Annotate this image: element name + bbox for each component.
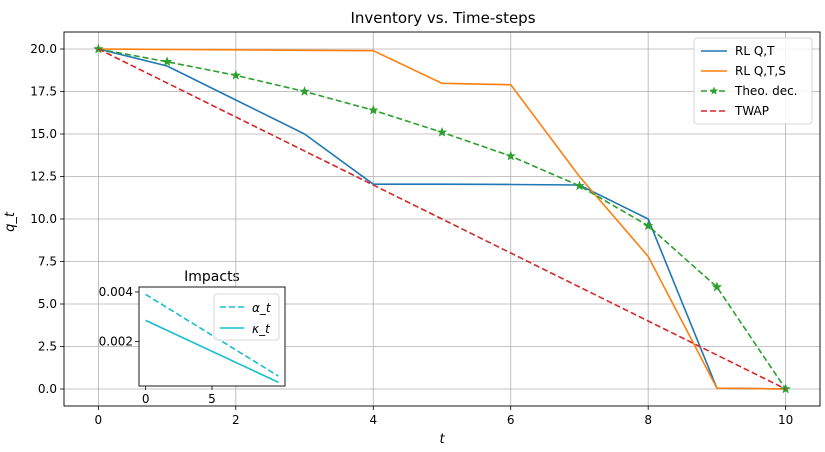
series-point [574,180,585,191]
y-tick-label: 5.0 [38,297,57,311]
series-point [436,126,448,137]
x-tick-label: 4 [369,413,377,427]
main-ticks: 0 2 4 6 8 10 0.0 2.5 5.0 7.5 10.0 12.5 15.0 17.5 20.0 [30,42,793,427]
inset-y-tick-label: 0.004 [99,285,133,299]
y-tick-label: 15.0 [30,127,57,141]
series-point [93,43,104,54]
inset-series-line-0 [145,293,279,377]
y-tick-label: 0.0 [38,382,57,396]
x-tick-label: 8 [644,413,652,427]
series-point [368,104,379,115]
y-tick-label: 17.5 [30,85,57,99]
legend: RL Q,T RL Q,T,S Theo. dec. TWAP [693,37,813,125]
inset-x-tick-label: 5 [208,392,216,406]
y-tick-label: 7.5 [38,255,57,269]
legend-box [693,37,813,125]
series-point [505,150,516,161]
inset-legend-label: α_t [252,301,272,315]
series-point [230,69,241,80]
series-line-1 [98,48,786,390]
series-group [93,43,791,394]
y-tick-label: 20.0 [30,42,57,56]
y-tick-label: 10.0 [30,212,57,226]
legend-label: RL Q,T [735,44,775,58]
series-line-0 [98,48,786,390]
x-tick-label: 6 [507,413,515,427]
series-point [162,56,173,67]
x-axis-label: t [439,432,445,447]
legend-label: TWAP [734,104,769,118]
inset-legend-label: κ_t [252,322,271,336]
y-axis-label: q_t [3,211,18,232]
series-point [643,220,654,231]
x-tick-label: 2 [232,413,240,427]
inset-series-line-1 [145,319,279,384]
inset-title: Impacts [184,269,240,285]
inset-chart: 0 5 0.002 0.004 α_t κ_t [99,285,286,406]
y-tick-label: 2.5 [38,340,57,354]
series-point [711,281,722,292]
legend-label: RL Q,T,S [735,64,786,78]
inset-x-tick-label: 0 [142,392,150,406]
x-tick-label: 0 [95,413,103,427]
y-tick-label: 12.5 [30,170,57,184]
legend-label: Theo. dec. [734,84,798,98]
series-point [299,86,310,96]
legend-marker [709,86,719,95]
series-line-3 [98,48,786,390]
x-tick-label: 10 [778,413,793,427]
chart-title: Inventory vs. Time-steps [350,9,535,27]
inset-y-tick-label: 0.002 [99,334,133,348]
